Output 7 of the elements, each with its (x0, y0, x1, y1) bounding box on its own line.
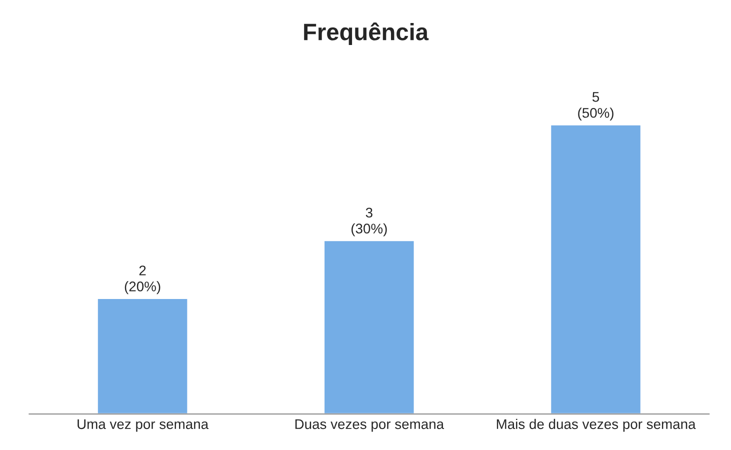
data-label: 5 (50%) (578, 92, 614, 121)
x-tick-label: Uma vez por semana (78, 419, 209, 432)
x-tick-label: Mais de duas vezes por semana (496, 418, 696, 432)
data-label: 2 (20%) (124, 266, 160, 294)
data-label: 3 (30%) (351, 208, 387, 236)
chart-title: Frequência (304, 22, 429, 46)
x-tick-label: Duas vezes por semana (295, 419, 444, 432)
